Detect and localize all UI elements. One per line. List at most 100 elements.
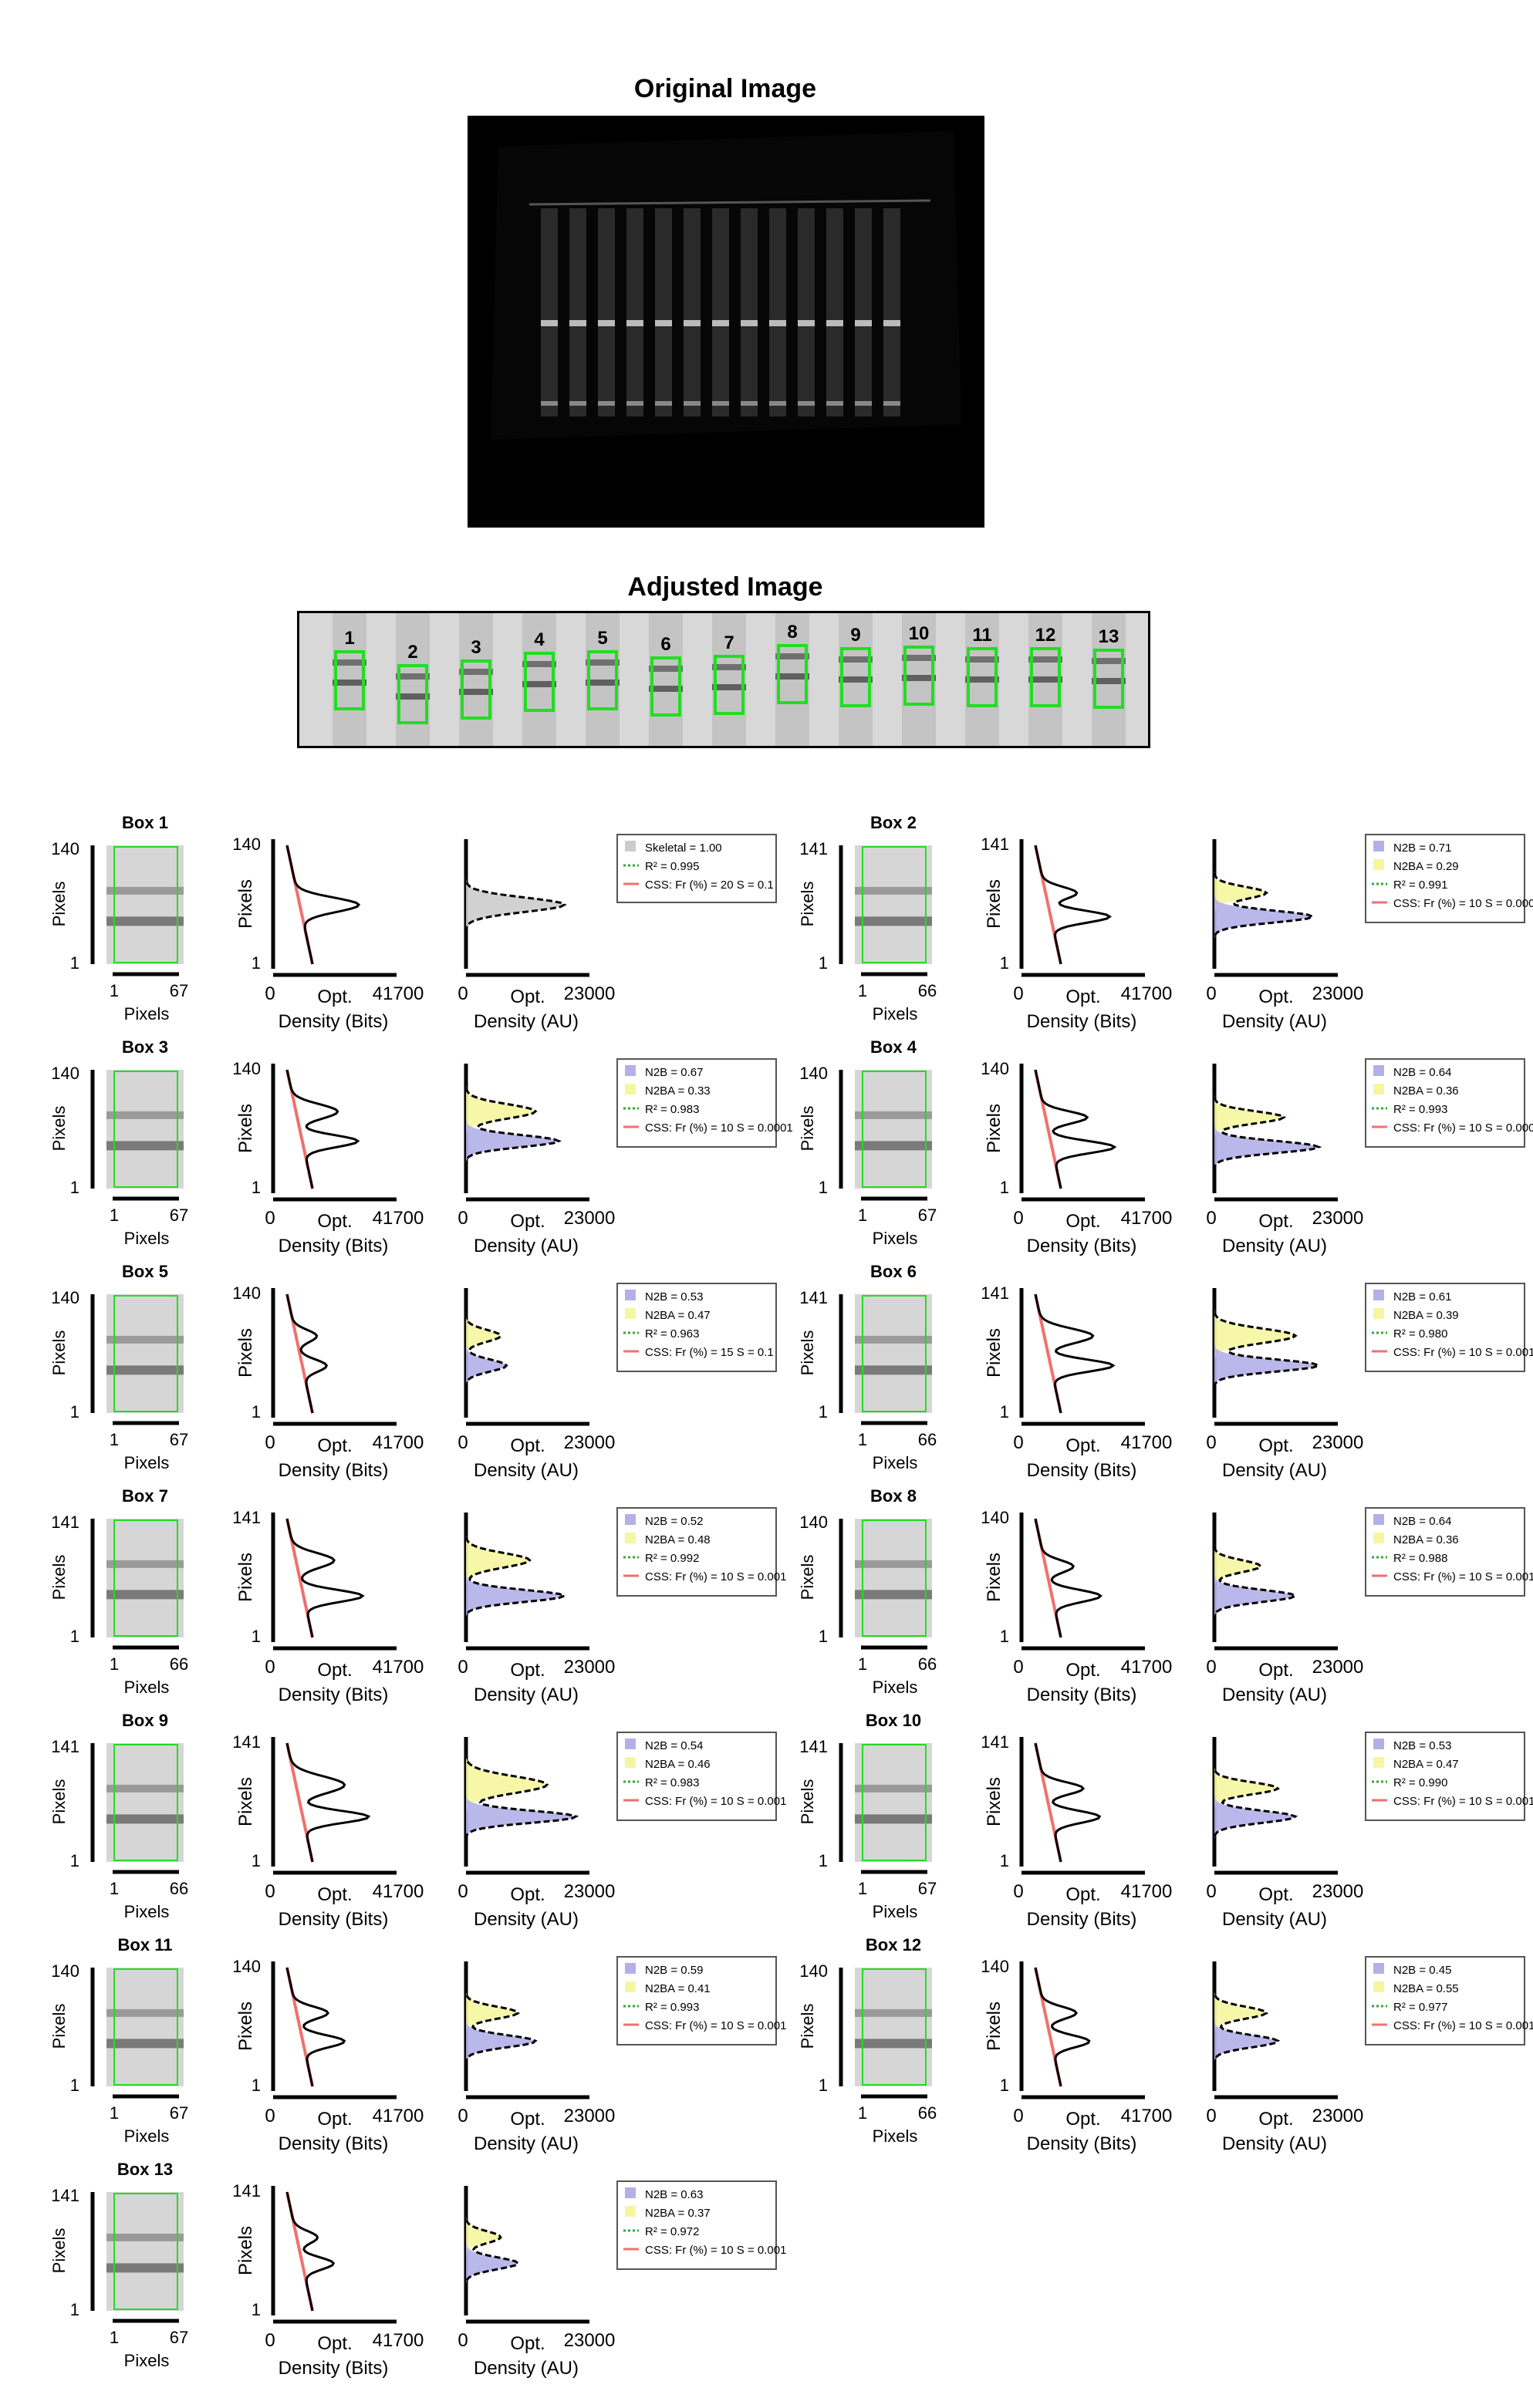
bits-opt-label: Opt. [317, 1211, 352, 1232]
legend-swatch-area [625, 1514, 636, 1525]
legend-entry: CSS: Fr (%) = 10 S = 0.001 [1393, 1346, 1533, 1359]
bits-opt-label: Opt. [1065, 2109, 1100, 2130]
thumb-band [106, 886, 184, 895]
bits-x-max: 41700 [373, 1432, 424, 1453]
legend-swatch-area [1373, 841, 1384, 852]
bits-y-min: 1 [1000, 2076, 1009, 2095]
raw-profile [1034, 1293, 1116, 1414]
fit-curve [1213, 1070, 1322, 1189]
legend-entry: CSS: Fr (%) = 10 S = 0.001 [645, 1795, 786, 1808]
bits-y-max: 140 [232, 1957, 261, 1976]
bits-x-zero: 0 [265, 1657, 275, 1678]
raw-profile [285, 1742, 371, 1863]
lane-number: 11 [972, 625, 991, 646]
raw-profile [285, 1069, 360, 1189]
lane-number: 2 [407, 642, 417, 663]
legend-entry: N2BA = 0.39 [1393, 1309, 1459, 1322]
bits-opt-label: Opt. [1065, 1435, 1100, 1456]
bits-opt-label: Opt. [317, 986, 352, 1007]
thumb-x-label: Pixels [873, 1004, 918, 1024]
adjusted-lanes: 12 3 4 5 6 78 9 10 11 12 13 [333, 613, 1126, 746]
gel-band [684, 401, 701, 406]
lane-thumbnail [855, 1968, 932, 2086]
bits-y-min: 1 [252, 1178, 261, 1197]
legend-entry: CSS: Fr (%) = 20 S = 0.1 [645, 879, 774, 892]
original-gel-image [468, 116, 984, 528]
bits-x-label: Density (Bits) [1027, 1011, 1137, 1032]
thumb-x-min: 1 [858, 1206, 867, 1225]
thumb-y-max: 140 [51, 1288, 79, 1307]
bits-x-zero: 0 [265, 1208, 275, 1229]
thumb-x-max: 67 [170, 2328, 188, 2347]
roi-box [461, 659, 491, 720]
bits-y-label: Pixels [235, 2226, 256, 2275]
bits-y-max: 141 [232, 1508, 261, 1527]
lane-thumbnail [855, 1070, 932, 1189]
legend-entry: N2BA = 0.55 [1393, 1982, 1459, 1995]
thumb-band [106, 1814, 184, 1824]
au-x-zero: 0 [458, 983, 468, 1004]
thumb-roi [862, 1071, 927, 1188]
legend-entry: N2BA = 0.37 [645, 2207, 711, 2220]
thumb-band [106, 1335, 184, 1344]
thumb-x-label: Pixels [124, 2126, 170, 2146]
legend-entry: CSS: Fr (%) = 15 S = 0.1 [645, 1346, 774, 1359]
legend-swatch-area [1373, 1065, 1384, 1076]
adjusted-band [712, 664, 746, 670]
legend-entry: R² = 0.993 [645, 2001, 699, 2014]
legend-swatch-area [625, 1963, 636, 1974]
raw-profile [285, 1293, 329, 1414]
bits-opt-label: Opt. [317, 1435, 352, 1456]
thumb-y-max: 141 [799, 839, 828, 858]
thumb-x-min: 1 [110, 2328, 119, 2347]
box-title: Box 1 [122, 813, 168, 832]
fit-peak-area [1214, 1070, 1319, 1189]
lane-number: 7 [724, 632, 734, 653]
au-opt-label: Opt. [510, 986, 545, 1007]
fit-curve [464, 1968, 538, 2086]
box-title: Box 4 [870, 1037, 917, 1057]
lane-number: 12 [1035, 625, 1056, 646]
lane-thumbnail [106, 1519, 184, 1637]
fit-curve [464, 1743, 579, 1862]
legend-entry: N2BA = 0.29 [1393, 860, 1459, 873]
gel-lane [598, 208, 615, 417]
au-opt-label: Opt. [1258, 1660, 1293, 1681]
fit-curve [464, 2192, 521, 2311]
legend-entry: R² = 0.988 [1393, 1552, 1447, 1565]
legend-entry: N2B = 0.59 [645, 1964, 703, 1977]
bits-y-label: Pixels [235, 879, 256, 929]
gel-band [883, 320, 900, 326]
thumb-x-max: 66 [918, 981, 937, 1000]
bits-x-label: Density (Bits) [279, 1460, 389, 1481]
gel-band [769, 401, 786, 406]
thumb-x-label: Pixels [124, 1004, 170, 1024]
thumb-band [855, 1141, 932, 1151]
fit-peak-area [466, 1519, 565, 1637]
bits-y-min: 1 [1000, 953, 1009, 973]
thumb-y-min: 1 [819, 1178, 828, 1197]
gel-lane [541, 208, 558, 417]
thumb-roi [113, 1071, 178, 1188]
thumb-x-max: 67 [170, 1430, 188, 1449]
legend-entry: N2B = 0.61 [1393, 1290, 1451, 1303]
bits-x-max: 41700 [1121, 1208, 1173, 1229]
adjusted-band [1092, 678, 1126, 684]
au-x-max: 23000 [564, 2106, 616, 2126]
legend-entry: CSS: Fr (%) = 10 S = 0.001 [645, 2019, 786, 2032]
gel-lane [883, 208, 900, 417]
thumb-y-label: Pixels [49, 2004, 69, 2049]
bits-opt-label: Opt. [1065, 1884, 1100, 1905]
thumb-y-max: 141 [51, 2186, 79, 2205]
au-opt-label: Opt. [1258, 986, 1293, 1007]
raw-profile [285, 2191, 336, 2312]
au-x-label: Density (AU) [1222, 1236, 1327, 1256]
thumb-x-max: 66 [918, 1654, 937, 1674]
thumb-x-label: Pixels [124, 1229, 170, 1248]
gel-lane [684, 208, 701, 417]
au-opt-label: Opt. [1258, 1435, 1293, 1456]
fit-peak-area [466, 1743, 576, 1862]
